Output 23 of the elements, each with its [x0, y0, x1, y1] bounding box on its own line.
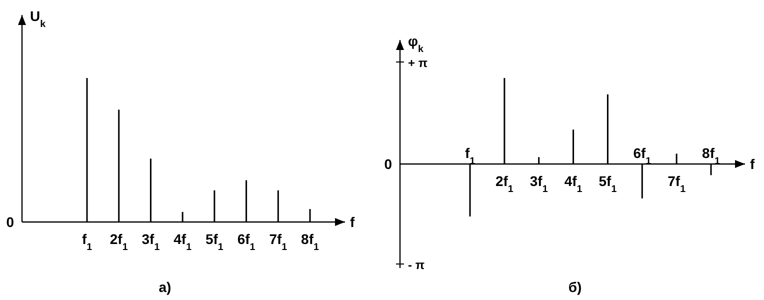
x-tick-label: 4f$_{1}$ — [174, 231, 192, 252]
x-tick-label: 3f$_{1}$ — [530, 173, 548, 194]
x-tick-label: 5f$_{1}$ — [598, 173, 618, 194]
text: + π — [408, 56, 428, 70]
text: 0 — [384, 156, 392, 172]
x-tick-label: 2f$_{1}$ — [495, 173, 514, 194]
x-tick-label: 5f$_{1}$ — [205, 231, 224, 252]
text: а) — [158, 279, 172, 295]
x-tick-label: 8f$_{1}$ — [301, 231, 320, 252]
x-axis-title: f — [750, 156, 755, 172]
x-tick-label: 2f$_{1}$ — [110, 231, 128, 252]
x-axis-title: f — [350, 214, 355, 230]
text: - π — [408, 258, 425, 272]
x-tick-label: f$_{1}$ — [82, 231, 93, 252]
y-axis-title: φ$_{k}$ — [408, 33, 424, 54]
text: 0 — [6, 214, 14, 230]
x-tick-label: 7f$_{1}$ — [269, 231, 288, 252]
y-axis-title: U$_{k}$ — [30, 8, 46, 30]
x-tick-label: 6f$_{1}$ — [237, 231, 256, 252]
text: б) — [568, 279, 582, 295]
x-tick-label: 3f$_{1}$ — [142, 231, 160, 252]
x-tick-label: 4f$_{1}$ — [564, 173, 583, 194]
x-tick-label: 7f$_{1}$ — [668, 173, 686, 194]
